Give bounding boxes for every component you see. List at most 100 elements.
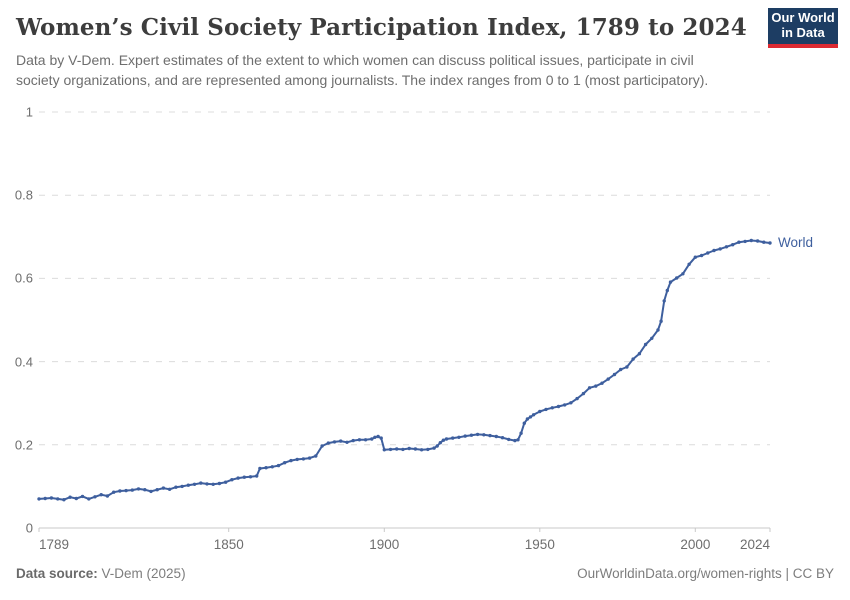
data-point	[675, 276, 679, 280]
data-point	[258, 466, 262, 471]
data-point	[345, 440, 349, 444]
data-point	[326, 441, 330, 445]
series-line-world[interactable]	[38, 239, 771, 501]
data-point	[370, 437, 374, 441]
x-tick-label-2024: 2024	[739, 537, 770, 552]
data-point	[563, 403, 567, 407]
data-point	[382, 448, 386, 452]
data-point	[373, 435, 377, 439]
data-point	[594, 384, 598, 388]
data-point	[155, 488, 159, 492]
data-point	[755, 239, 760, 243]
data-point	[186, 483, 190, 487]
data-point	[426, 447, 430, 452]
data-point	[289, 458, 293, 463]
data-point	[665, 288, 669, 293]
data-point	[199, 481, 203, 485]
data-point	[255, 474, 259, 478]
data-point	[395, 447, 399, 451]
data-point	[606, 377, 610, 381]
data-point	[217, 481, 222, 486]
data-point	[475, 432, 480, 437]
data-point	[413, 447, 418, 451]
data-point	[136, 487, 141, 491]
data-point	[87, 497, 91, 501]
data-point	[407, 446, 411, 451]
data-point	[581, 391, 586, 396]
chart-subtitle: Data by V-Dem. Expert estimates of the e…	[16, 52, 709, 89]
x-tick-label-1789: 1789	[39, 537, 70, 552]
y-tick-label-0.2: 0.2	[14, 437, 33, 453]
data-point	[463, 434, 467, 438]
data-point	[388, 447, 393, 452]
data-point	[451, 436, 455, 440]
data-point	[105, 494, 110, 498]
data-source: Data source: V-Dem (2025)	[16, 566, 186, 581]
y-axis: 0 0.2 0.4 0.6 0.8 1	[0, 0, 33, 600]
data-point	[743, 239, 747, 244]
owid-logo-line1: Our World	[771, 10, 835, 26]
data-point	[699, 253, 704, 258]
data-point	[625, 365, 629, 369]
data-point	[118, 489, 122, 493]
data-point	[149, 489, 153, 494]
data-point	[575, 396, 579, 401]
data-point	[401, 447, 405, 452]
data-point	[762, 240, 766, 244]
chart-footer: Data source: V-Dem (2025) OurWorldinData…	[16, 566, 834, 581]
data-point	[248, 475, 253, 479]
data-point	[662, 299, 666, 303]
chart-header: Women’s Civil Society Participation Inde…	[16, 14, 756, 91]
data-point	[531, 413, 536, 417]
data-point	[444, 437, 449, 441]
data-point	[43, 496, 47, 501]
data-point	[687, 262, 691, 266]
data-point	[438, 441, 442, 445]
data-point	[550, 406, 554, 410]
data-point	[469, 433, 474, 437]
attribution[interactable]: OurWorldinData.org/women-rights | CC BY	[577, 566, 834, 581]
data-point	[93, 495, 97, 499]
data-point	[494, 434, 498, 439]
series-label-world[interactable]: World	[778, 235, 814, 251]
data-point	[124, 488, 128, 493]
data-point	[482, 433, 486, 437]
chart-title: Women’s Civil Society Participation Inde…	[16, 14, 747, 41]
data-point	[363, 438, 368, 442]
data-point	[612, 372, 617, 377]
data-point	[522, 421, 526, 425]
data-point	[379, 436, 383, 440]
owid-logo-line2: in Data	[781, 25, 825, 40]
data-point	[276, 463, 281, 468]
data-point	[192, 482, 197, 486]
data-point	[737, 240, 741, 244]
data-point	[242, 475, 246, 479]
x-tick-label-1900: 1900	[369, 537, 400, 552]
y-tick-label-0.4: 0.4	[14, 354, 33, 370]
data-point	[332, 440, 337, 444]
data-point	[320, 444, 324, 448]
owid-logo[interactable]: Our World in Data	[768, 8, 838, 48]
data-point	[99, 493, 103, 497]
data-point	[143, 488, 147, 492]
data-point	[516, 438, 520, 442]
data-point	[301, 457, 306, 461]
x-axis: 1789 1850 1900 1950 2000 2024	[0, 537, 850, 557]
data-point	[314, 454, 318, 458]
data-point	[519, 431, 523, 435]
x-tick-label-1850: 1850	[213, 537, 244, 552]
data-point	[419, 448, 424, 452]
data-point	[230, 478, 234, 482]
data-point	[211, 482, 215, 486]
data-point	[538, 409, 542, 414]
data-source-label: Data source:	[16, 566, 98, 581]
data-point	[668, 280, 673, 284]
data-point	[724, 245, 729, 249]
data-point	[80, 494, 85, 499]
data-point	[569, 401, 573, 405]
data-point	[712, 248, 716, 253]
y-tick-label-1: 1	[25, 104, 33, 120]
data-point	[441, 438, 446, 442]
data-point	[167, 487, 172, 491]
data-point	[161, 486, 166, 490]
